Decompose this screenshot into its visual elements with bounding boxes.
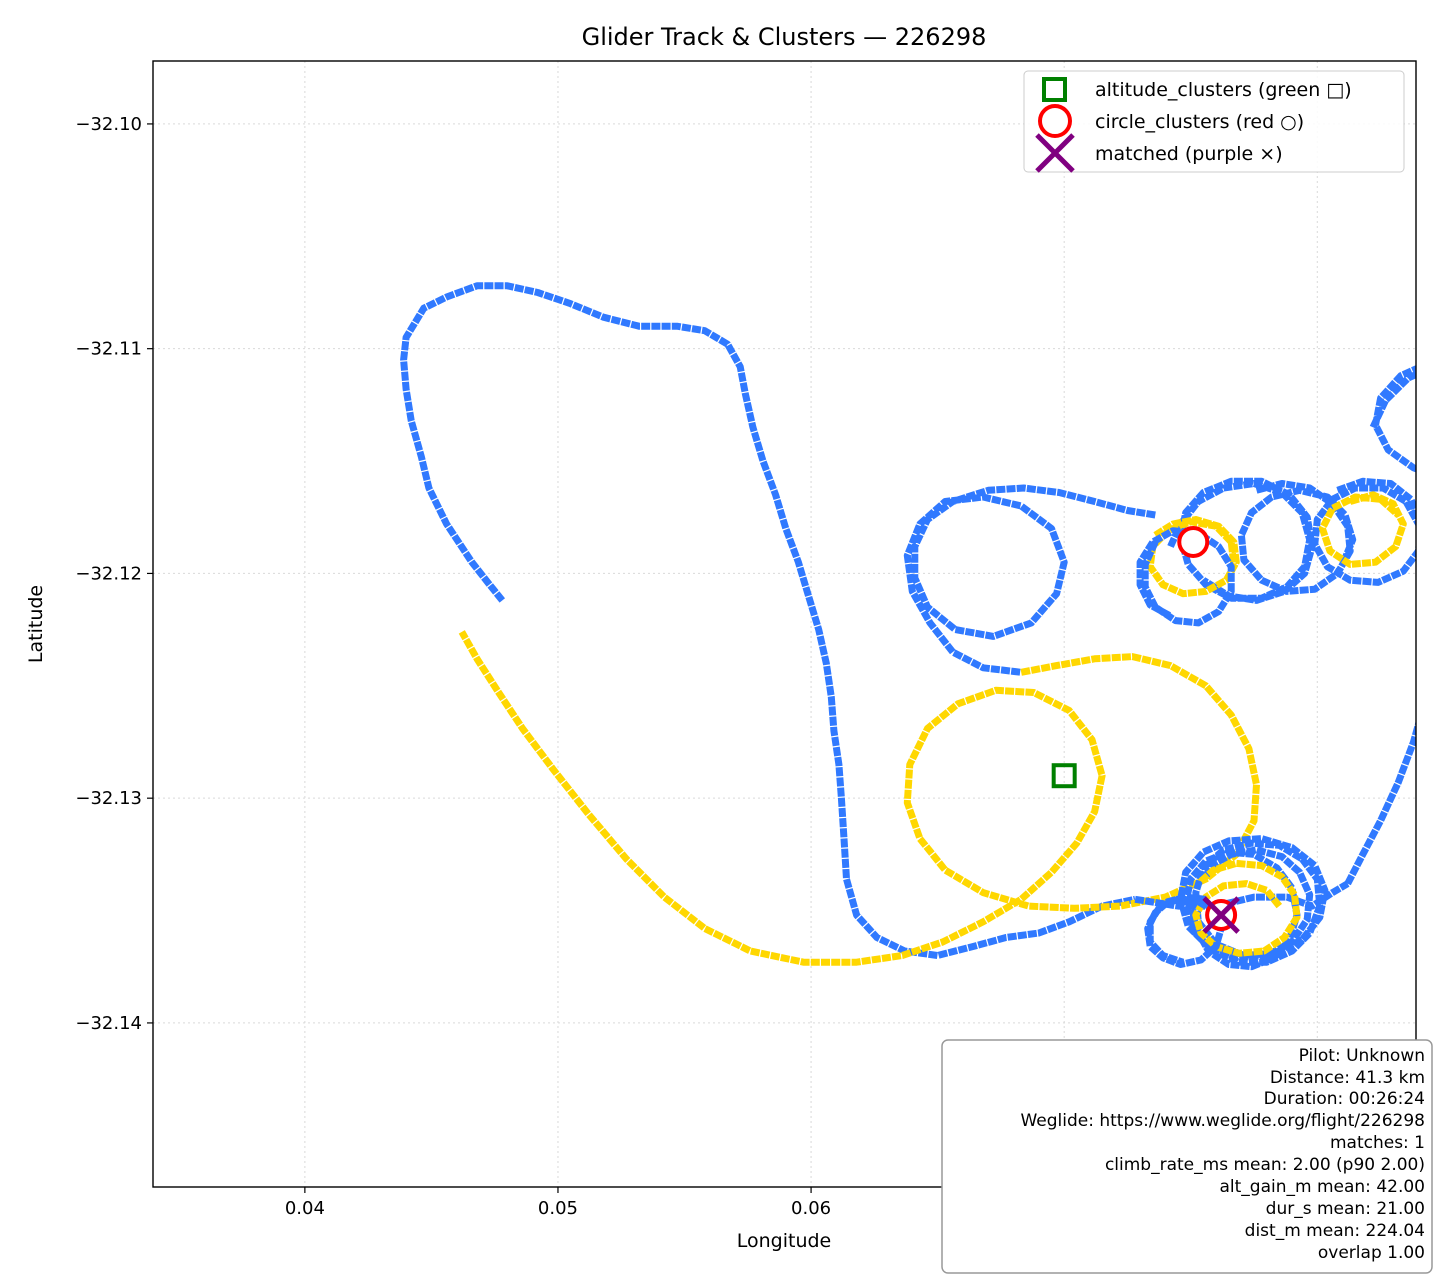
y-tick-label: −32.10 xyxy=(75,114,142,135)
x-tick-label: 0.05 xyxy=(538,1198,578,1219)
legend-circle-icon xyxy=(1038,104,1072,138)
info-overlap: overlap 1.00 xyxy=(1318,1243,1425,1263)
y-axis-label: Latitude xyxy=(25,585,47,663)
track-segment-sink xyxy=(1369,365,1416,473)
grid xyxy=(153,61,1416,1187)
track-segment-sink xyxy=(1136,527,1235,627)
glider-track xyxy=(400,282,1416,971)
y-tick-label: −32.13 xyxy=(75,788,142,809)
legend: altitude_clusters (green □) circle_clust… xyxy=(1023,70,1405,173)
track-segment-climb xyxy=(1192,859,1301,957)
legend-label-altitude: altitude_clusters (green □) xyxy=(1095,79,1352,101)
legend-box xyxy=(1023,70,1405,173)
circle-cluster-marker xyxy=(1177,525,1210,558)
info-distance-mean: dist_m mean: 224.04 xyxy=(1245,1221,1425,1241)
track-segment-sink xyxy=(400,282,1136,959)
altitude-cluster-marker xyxy=(1051,763,1077,789)
chart-title: Glider Track & Clusters — 226298 xyxy=(582,23,987,51)
track-segment-climb xyxy=(1318,491,1407,568)
info-duration-mean: dur_s mean: 21.00 xyxy=(1266,1199,1425,1219)
info-distance: Distance: 41.3 km xyxy=(1270,1068,1425,1088)
y-tick-label: −32.12 xyxy=(75,563,142,584)
x-tick-label: 0.04 xyxy=(285,1198,325,1219)
info-alt-gain: alt_gain_m mean: 42.00 xyxy=(1220,1177,1426,1197)
plot-frame xyxy=(152,60,1417,1188)
track-segment-climb xyxy=(458,630,1260,966)
cluster-markers xyxy=(1051,525,1240,934)
track-segment-sink xyxy=(1311,477,1416,586)
track-segment-sink xyxy=(1344,720,1416,886)
track-segment-sink xyxy=(1177,835,1329,971)
track-segment-sink xyxy=(1144,893,1225,968)
info-box: Pilot: Unknown Distance: 41.3 km Duratio… xyxy=(941,1039,1433,1274)
track-segment-sink xyxy=(903,484,1156,676)
legend-label-circle: circle_clusters (red ○) xyxy=(1095,111,1304,133)
legend-square-icon xyxy=(1042,77,1067,102)
legend-x-icon xyxy=(1035,133,1075,173)
info-duration: Duration: 00:26:24 xyxy=(1264,1089,1425,1109)
legend-label-matched: matched (purple ×) xyxy=(1095,143,1283,165)
matched-marker-stroke-b xyxy=(1202,896,1240,934)
y-tick-label: −32.11 xyxy=(75,339,142,360)
info-weglide-link: Weglide: https://www.weglide.org/flight/… xyxy=(1020,1111,1425,1131)
info-box-frame xyxy=(941,1039,1433,1274)
x-axis-label: Longitude xyxy=(737,1230,832,1252)
info-pilot: Pilot: Unknown xyxy=(1299,1046,1425,1066)
info-climb-rate: climb_rate_ms mean: 2.00 (p90 2.00) xyxy=(1105,1155,1425,1175)
x-tick-label: 0.06 xyxy=(791,1198,831,1219)
info-matches: matches: 1 xyxy=(1330,1133,1425,1153)
y-ticks: −32.10 −32.11 −32.12 −32.13 −32.14 xyxy=(75,114,153,1034)
y-tick-label: −32.14 xyxy=(75,1013,142,1034)
track-segment-climb xyxy=(1146,516,1240,598)
